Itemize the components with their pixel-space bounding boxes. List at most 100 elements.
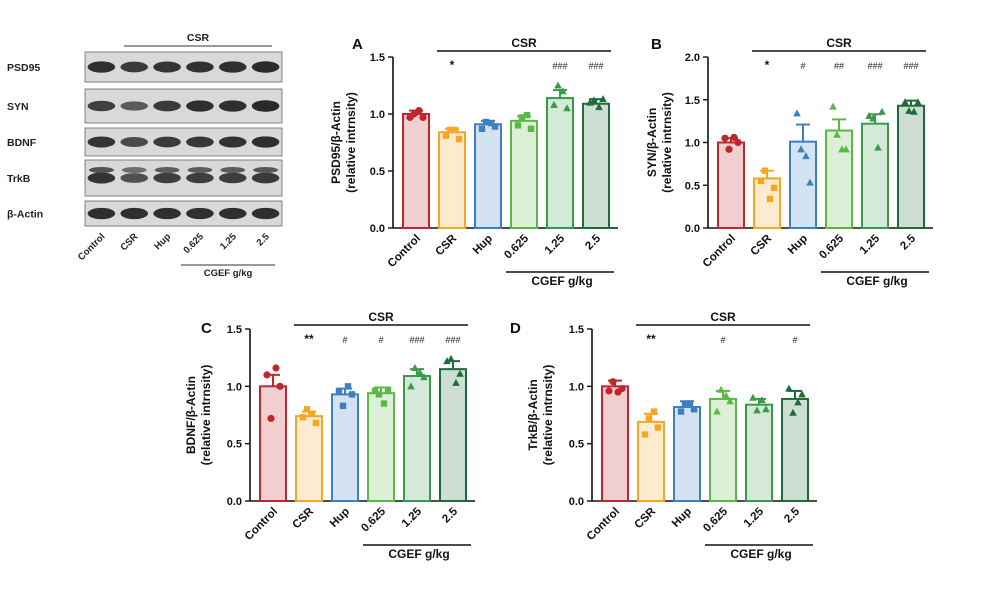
blot-band: [87, 61, 116, 73]
blot-protein-label: SYN: [7, 101, 29, 113]
significance-label: #: [720, 335, 725, 345]
blot-band: [218, 136, 247, 148]
data-point: [794, 398, 802, 406]
significance-label: ###: [867, 61, 882, 71]
data-point: [339, 402, 347, 410]
data-point: [411, 363, 419, 371]
significance-label: #: [342, 335, 347, 345]
data-point: [766, 195, 774, 203]
data-point: [491, 123, 499, 130]
data-point: [451, 126, 459, 134]
data-point: [371, 387, 379, 395]
bar: [709, 397, 737, 502]
blot-band: [87, 207, 116, 220]
data-point: [641, 431, 649, 438]
data-point: [901, 98, 909, 106]
data-point: [730, 133, 738, 141]
blot-dose-label: CGEF g/kg: [204, 268, 253, 279]
bar: [438, 131, 466, 230]
data-point: [645, 415, 653, 422]
y-axis-title: SYN/β-Actin: [645, 108, 659, 177]
data-point: [599, 95, 607, 103]
blot-lane-label: 2.5: [255, 231, 273, 249]
data-point: [757, 177, 765, 185]
blot-protein-label: TrkB: [7, 173, 31, 185]
data-point: [518, 114, 526, 121]
significance-label: ###: [552, 61, 567, 71]
y-tick-label: 0.0: [569, 496, 584, 508]
data-point: [595, 103, 603, 111]
y-tick-label: 1.0: [569, 381, 584, 393]
blot-protein-label: PSD95: [7, 62, 40, 74]
data-point: [478, 125, 486, 133]
y-axis-title: (relative intrnsity): [199, 365, 213, 466]
x-tick-label: 2.5: [898, 232, 918, 252]
data-point: [452, 378, 460, 386]
data-point: [554, 81, 562, 89]
blot-lane-label: CSR: [118, 231, 140, 253]
data-point: [420, 373, 428, 381]
blot-band: [186, 100, 214, 112]
bar: [439, 368, 467, 502]
data-point: [559, 87, 567, 95]
blot-band: [251, 100, 280, 112]
data-point: [375, 391, 383, 398]
data-point: [263, 371, 271, 379]
bar: [825, 129, 853, 229]
data-point: [833, 130, 841, 138]
blot-band: [187, 167, 213, 173]
significance-label: #: [800, 61, 805, 71]
group-bracket-label: CSR: [511, 36, 537, 50]
blot-protein-label: BDNF: [7, 137, 37, 149]
data-point: [798, 390, 806, 398]
x-tick-label: CSR: [433, 232, 459, 258]
data-point: [380, 400, 388, 407]
blot-lane-label: Hup: [152, 231, 173, 252]
bar: [295, 415, 323, 502]
bar: [897, 104, 925, 229]
data-point: [770, 184, 778, 192]
bar: [402, 113, 430, 229]
blot-band: [186, 136, 214, 148]
dose-label: CGEF g/kg: [531, 274, 592, 288]
data-point: [415, 106, 423, 115]
blot-band: [153, 136, 181, 148]
group-bracket-label: CSR: [710, 310, 736, 324]
blot-band: [186, 207, 214, 220]
y-axis-title: TrkB/β-Actin: [526, 379, 540, 450]
blot-strip: [84, 88, 283, 124]
x-tick-label: Hup: [328, 506, 352, 530]
data-point: [487, 119, 495, 127]
x-tick-label: Control: [701, 233, 738, 270]
panel-letter: B: [651, 36, 662, 53]
blot-band: [120, 61, 149, 73]
blot-group-label: CSR: [187, 32, 210, 44]
significance-label: *: [450, 58, 455, 72]
data-point: [609, 378, 617, 386]
blot-band: [88, 167, 114, 173]
blot-band: [153, 207, 181, 220]
chart-panel-c: 0.0 0.5 1.0 1.5 BDNF/β-Actin (relative intrns…: [184, 310, 475, 561]
x-tick-label: CSR: [290, 505, 316, 531]
bar: [861, 122, 889, 229]
blot-band: [186, 172, 214, 184]
data-point: [869, 114, 877, 122]
bar: [781, 397, 809, 502]
y-tick-label: 1.5: [370, 52, 385, 64]
data-point: [797, 145, 805, 153]
blot-band: [153, 100, 181, 112]
x-tick-label: 0.625: [701, 505, 730, 534]
significance-label: ###: [903, 61, 918, 71]
blot-band: [87, 172, 116, 184]
data-point: [722, 391, 730, 399]
data-point: [514, 122, 522, 129]
significance-label: *: [765, 58, 770, 72]
blot-band: [120, 207, 149, 220]
dose-label: CGEF g/kg: [730, 547, 791, 561]
blot-strip: [84, 200, 283, 227]
data-point: [713, 407, 721, 415]
blot-band: [218, 172, 247, 184]
y-axis-title: (relative intrnsity): [541, 365, 555, 466]
x-tick-label: 1.25: [742, 505, 767, 530]
